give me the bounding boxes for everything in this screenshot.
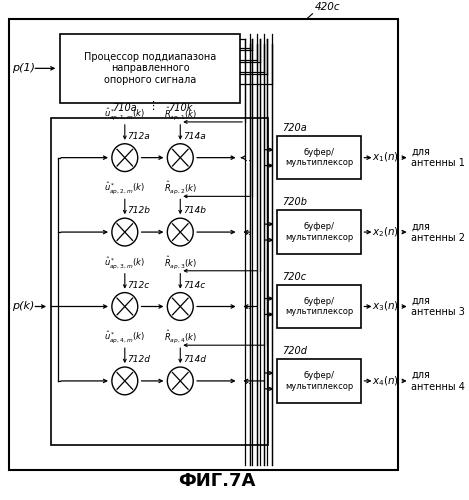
- Text: $x_2(n)$: $x_2(n)$: [372, 226, 399, 239]
- Text: для
антенны 3: для антенны 3: [411, 296, 465, 318]
- Bar: [277, 284, 361, 329]
- Text: p(1): p(1): [12, 64, 35, 74]
- Text: p(k): p(k): [12, 302, 34, 312]
- Circle shape: [112, 218, 138, 246]
- Text: $\hat{R}_{ap,2}(k)$: $\hat{R}_{ap,2}(k)$: [164, 180, 197, 196]
- Text: $\hat{R}_{ap,1}(k)$: $\hat{R}_{ap,1}(k)$: [164, 106, 197, 122]
- Text: ...: ...: [245, 302, 254, 312]
- Text: для
антенны 4: для антенны 4: [411, 370, 465, 392]
- Text: $x_4(n)$: $x_4(n)$: [372, 374, 399, 388]
- Text: $\hat{u}^*_{ap,3,m}(k)$: $\hat{u}^*_{ap,3,m}(k)$: [104, 255, 145, 271]
- Text: для
антенны 1: для антенны 1: [411, 147, 465, 169]
- Text: ...: ...: [245, 227, 254, 237]
- Text: 714b: 714b: [183, 206, 206, 215]
- Text: 712a: 712a: [128, 132, 151, 141]
- Circle shape: [112, 144, 138, 172]
- Circle shape: [167, 367, 193, 395]
- Text: 712d: 712d: [128, 355, 151, 364]
- Text: 712b: 712b: [128, 206, 151, 215]
- Text: 720d: 720d: [282, 346, 307, 356]
- Text: для
антенны 2: для антенны 2: [411, 222, 465, 243]
- Bar: [277, 210, 361, 254]
- Circle shape: [167, 144, 193, 172]
- Text: 714d: 714d: [183, 355, 206, 364]
- Text: ФИГ.7А: ФИГ.7А: [179, 472, 256, 490]
- Text: 714c: 714c: [183, 280, 205, 289]
- Circle shape: [112, 292, 138, 320]
- Text: 720c: 720c: [282, 272, 306, 281]
- Bar: [277, 136, 361, 180]
- Circle shape: [167, 292, 193, 320]
- Text: $\hat{u}^*_{ap,4,m}(k)$: $\hat{u}^*_{ap,4,m}(k)$: [104, 330, 145, 345]
- Text: 714a: 714a: [183, 132, 206, 141]
- Text: буфер/
мультиплексор: буфер/ мультиплексор: [285, 297, 353, 316]
- Text: буфер/
мультиплексор: буфер/ мультиплексор: [285, 148, 353, 168]
- Text: ⋮: ⋮: [147, 101, 158, 111]
- Text: $\hat{u}^*_{ap,1,m}(k)$: $\hat{u}^*_{ap,1,m}(k)$: [104, 106, 145, 122]
- Bar: [60, 34, 241, 103]
- Text: $x_3(n)$: $x_3(n)$: [372, 300, 399, 314]
- Circle shape: [112, 367, 138, 395]
- Text: ...: ...: [245, 376, 254, 386]
- Text: Процессор поддиапазона
направленного
опорного сигнала: Процессор поддиапазона направленного опо…: [84, 52, 216, 85]
- Text: буфер/
мультиплексор: буфер/ мультиплексор: [285, 371, 353, 390]
- Bar: [9, 18, 398, 470]
- Text: 720a: 720a: [282, 123, 307, 133]
- Text: буфер/
мультиплексор: буфер/ мультиплексор: [285, 222, 353, 242]
- Text: 710a: 710a: [113, 103, 137, 113]
- Text: ...: ...: [245, 152, 254, 162]
- Text: $\hat{R}_{ap,4}(k)$: $\hat{R}_{ap,4}(k)$: [164, 328, 197, 345]
- Text: 420c: 420c: [314, 2, 340, 12]
- Text: 720b: 720b: [282, 198, 307, 207]
- Text: $x_1(n)$: $x_1(n)$: [372, 151, 399, 164]
- Text: $\hat{u}^*_{ap,2,m}(k)$: $\hat{u}^*_{ap,2,m}(k)$: [104, 180, 145, 196]
- Text: $\hat{R}_{ap,3}(k)$: $\hat{R}_{ap,3}(k)$: [164, 254, 197, 271]
- Text: 710k: 710k: [168, 103, 192, 113]
- Circle shape: [167, 218, 193, 246]
- Text: 712c: 712c: [128, 280, 150, 289]
- Bar: [51, 118, 268, 446]
- Bar: [277, 359, 361, 403]
